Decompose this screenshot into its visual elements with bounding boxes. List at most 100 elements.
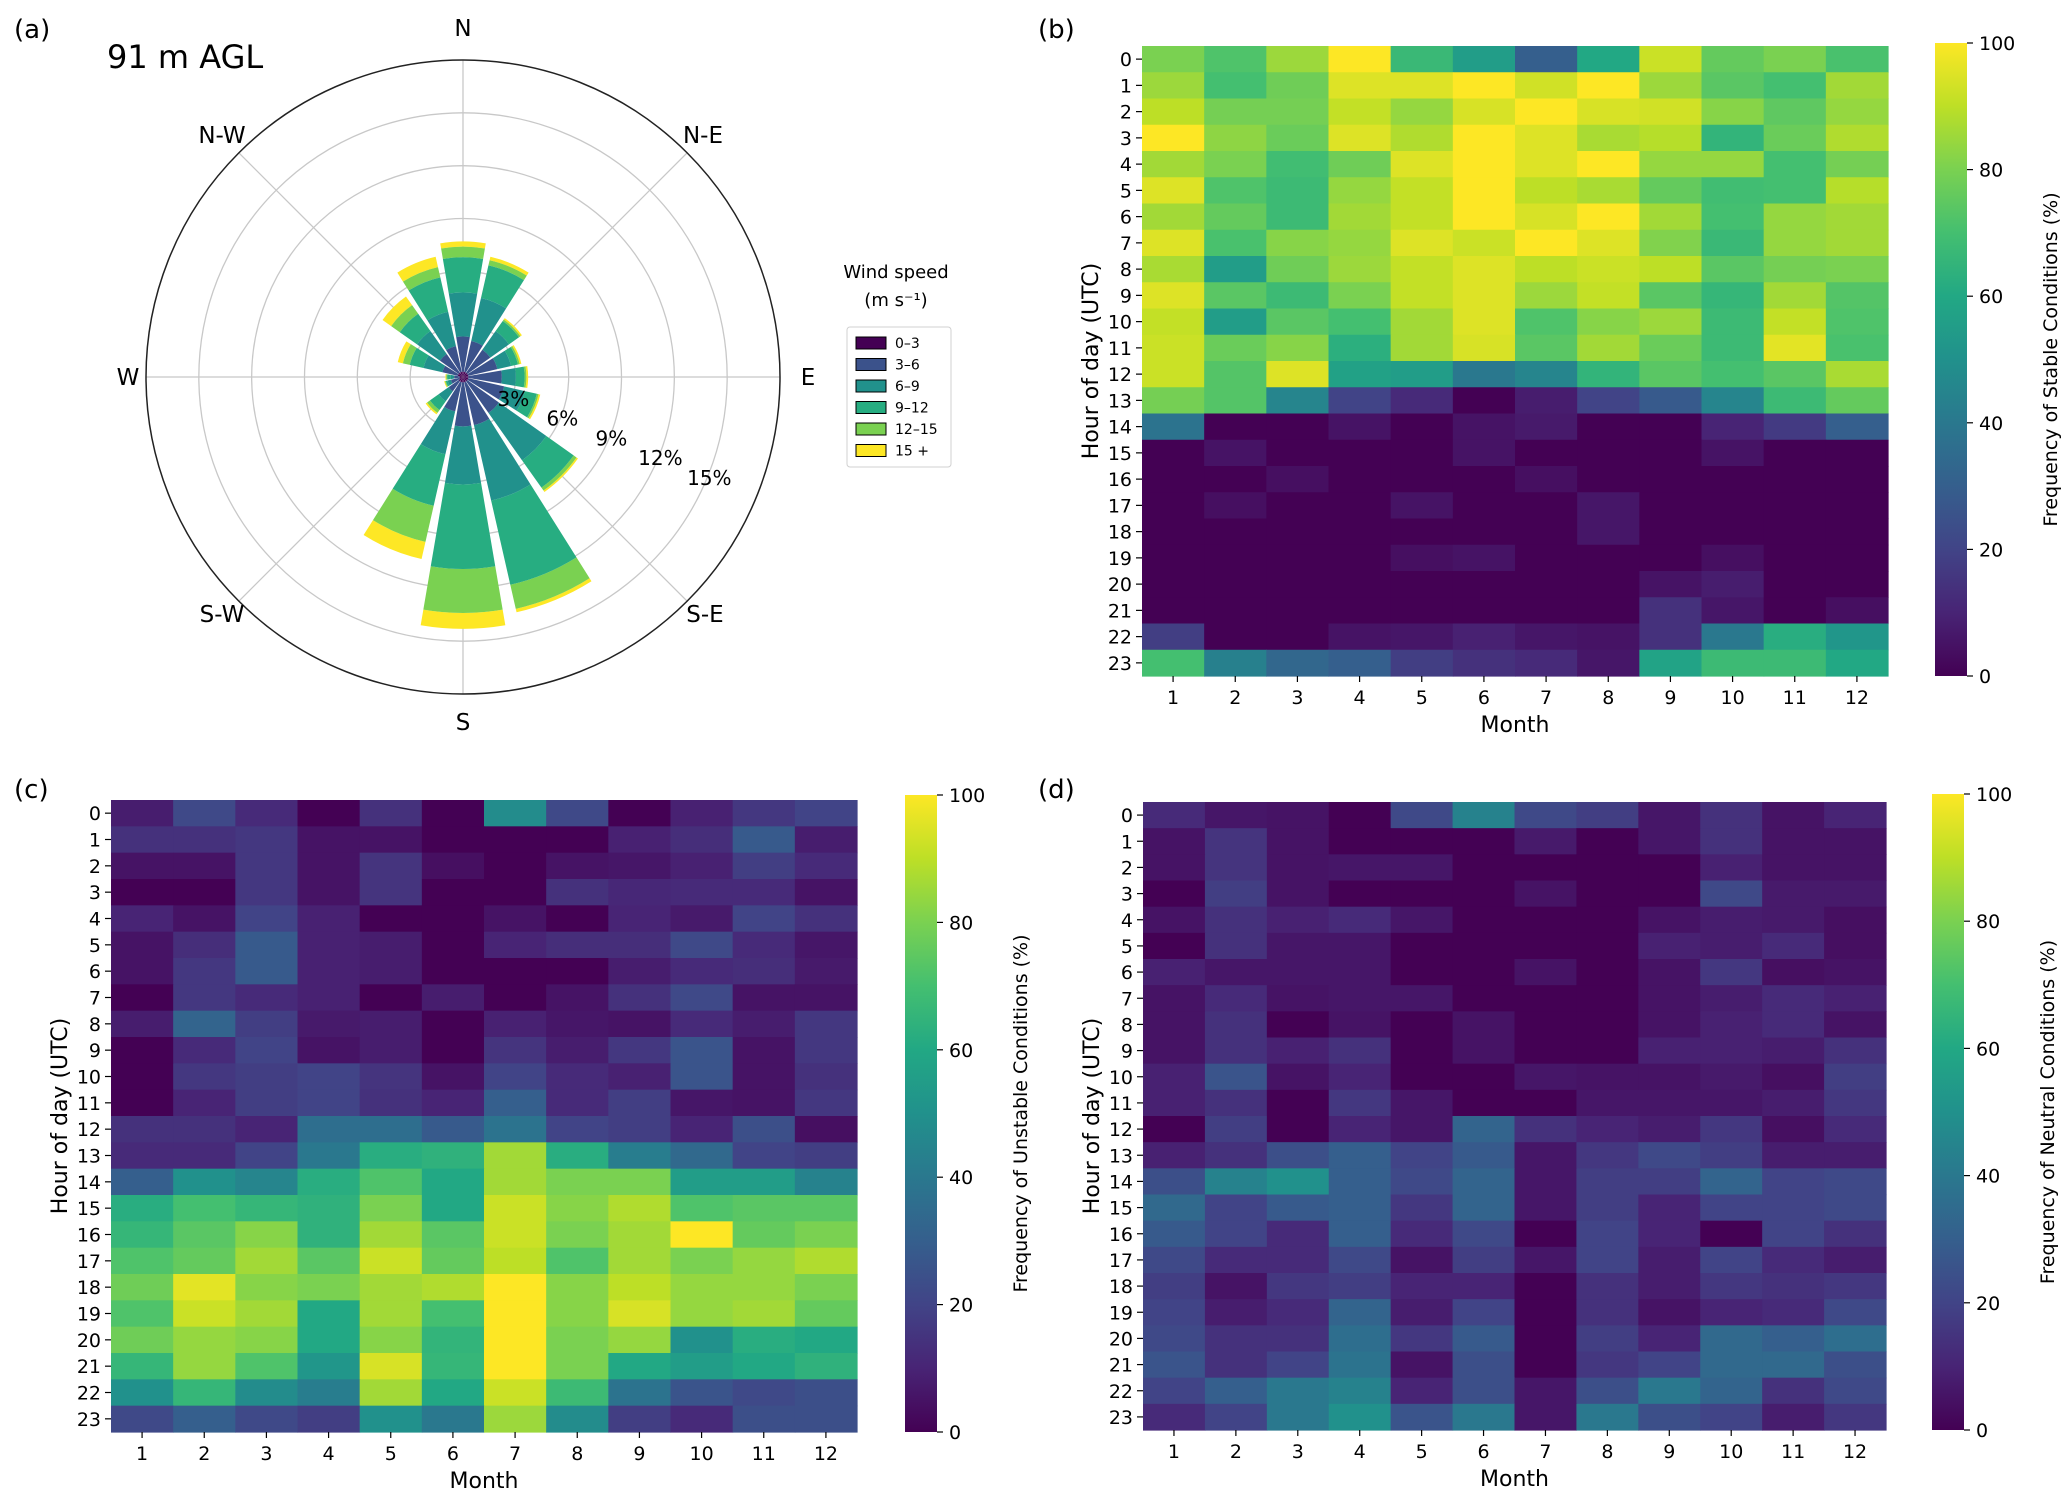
cell-h22-m2 <box>173 1379 236 1407</box>
bar-S-bin-5 <box>420 609 506 629</box>
cell-h4-m1 <box>1143 906 1206 934</box>
cell-h23-m3 <box>235 1405 299 1433</box>
cell-h2-m5 <box>1390 98 1454 126</box>
bar-ENE-bin-2 <box>492 350 512 370</box>
cell-h11-m1 <box>1142 334 1205 362</box>
cell-h16-m5 <box>1390 466 1454 493</box>
direction-label: W <box>117 365 140 391</box>
cell-h5-m8 <box>1576 932 1639 960</box>
cell-h3-m6 <box>1452 124 1516 152</box>
cell-h19-m10 <box>1700 1299 1763 1326</box>
bar-NW-bin-5 <box>382 296 413 327</box>
cell-h13-m10 <box>1701 387 1765 415</box>
x-tick-label: 10 <box>1720 687 1744 709</box>
cell-h10-m3 <box>1266 308 1330 336</box>
bar-SW-bin-4 <box>427 400 440 413</box>
x-tick-label: 3 <box>1292 1441 1304 1463</box>
x-tick-label: 11 <box>1781 1441 1805 1463</box>
cell-h23-m4 <box>297 1405 361 1433</box>
cell-h9-m5 <box>1390 1037 1454 1065</box>
cell-h4-m9 <box>1639 151 1703 178</box>
cell-h19-m2 <box>173 1300 236 1328</box>
y-tick-label: 15 <box>1109 1198 1133 1220</box>
cell-h2-m6 <box>1452 98 1516 126</box>
cell-h8-m5 <box>1390 1011 1454 1039</box>
cell-h13-m1 <box>1143 1142 1206 1169</box>
cell-h23-m6 <box>1452 649 1516 677</box>
cell-h22-m6 <box>1452 623 1516 651</box>
cell-h13-m1 <box>1142 387 1205 415</box>
cell-h12-m7 <box>1514 1116 1578 1143</box>
cell-h1-m11 <box>1763 72 1827 100</box>
bar-NE-bin-2 <box>482 331 509 358</box>
x-tick-label: 8 <box>571 1443 583 1465</box>
cell-h12-m5 <box>359 1116 423 1143</box>
bar-WSW-bin-4 <box>444 380 449 387</box>
cell-h6-m12 <box>794 958 858 985</box>
cell-h17-m7 <box>484 1247 547 1275</box>
cell-h4-m12 <box>1825 151 1889 178</box>
x-tick-label: 2 <box>1229 687 1241 709</box>
cell-h18-m9 <box>608 1274 672 1301</box>
y-tick-label: 18 <box>1109 1276 1133 1298</box>
cell-h12-m2 <box>1204 361 1267 388</box>
cell-h2-m11 <box>1762 854 1825 882</box>
cell-h2-m4 <box>297 852 361 880</box>
cell-h9-m3 <box>235 1037 299 1064</box>
cell-h19-m12 <box>794 1300 858 1328</box>
cell-h22-m8 <box>1576 1377 1639 1405</box>
cell-h17-m8 <box>1577 492 1640 520</box>
bar-NW-bin-2 <box>417 331 447 361</box>
cell-h5-m2 <box>173 931 236 959</box>
cell-h17-m4 <box>297 1247 361 1275</box>
x-tick-label: 2 <box>198 1443 210 1465</box>
cell-h2-m4 <box>1328 98 1392 126</box>
cell-h11-m4 <box>1328 334 1392 362</box>
cell-h5-m3 <box>1266 177 1330 205</box>
cell-h12-m11 <box>732 1116 796 1143</box>
cell-h12-m7 <box>484 1116 547 1143</box>
cell-h15-m8 <box>1577 439 1640 467</box>
cell-h22-m10 <box>670 1379 734 1407</box>
cell-h9-m3 <box>1266 282 1330 310</box>
colorbar-tick-label: 40 <box>949 1167 973 1189</box>
cell-h17-m4 <box>1328 1246 1392 1274</box>
cell-h15-m2 <box>1204 439 1267 467</box>
cell-h3-m11 <box>732 879 796 906</box>
cell-h4-m7 <box>1515 151 1578 178</box>
y-tick-label: 0 <box>1120 49 1132 71</box>
cell-h8-m9 <box>1639 256 1703 283</box>
cell-h5-m6 <box>421 931 485 959</box>
cell-h13-m3 <box>1266 387 1330 415</box>
colorbar-tick-label: 60 <box>1976 1038 2000 1060</box>
cell-h8-m7 <box>1514 1011 1578 1039</box>
cell-h17-m10 <box>1700 1246 1763 1274</box>
cell-h9-m4 <box>1328 282 1392 310</box>
cell-h20-m10 <box>670 1326 734 1354</box>
cell-h15-m4 <box>297 1195 361 1222</box>
cell-h15-m7 <box>484 1195 547 1222</box>
bar-ESE-bin-2 <box>498 386 525 411</box>
wind-rose-labels: N N-E E S-E S S-W W N-W 3% 6% 9% 12%15% <box>117 16 816 736</box>
cell-h3-m8 <box>546 879 609 906</box>
bar-NE-bin-3 <box>495 320 520 345</box>
cell-h21-m8 <box>1577 597 1640 625</box>
cell-h16-m6 <box>1452 466 1516 493</box>
bar-ESE-bin-0 <box>463 377 469 380</box>
cell-h4-m5 <box>359 905 423 933</box>
cell-h23-m8 <box>1576 1403 1639 1431</box>
cell-h9-m6 <box>421 1037 485 1064</box>
cell-h5-m5 <box>359 931 423 959</box>
cell-h19-m3 <box>235 1300 299 1328</box>
cell-h16-m3 <box>235 1221 299 1249</box>
cell-h1-m11 <box>1762 828 1825 855</box>
y-tick-label: 17 <box>1109 1250 1133 1272</box>
cell-h10-m5 <box>1390 308 1454 336</box>
cell-h7-m1 <box>1142 229 1205 257</box>
cell-h2-m2 <box>173 852 236 880</box>
cell-h7-m9 <box>608 984 672 1012</box>
cell-h22-m4 <box>297 1379 361 1407</box>
panel-label-c: (c) <box>14 775 49 805</box>
cell-h13-m7 <box>1514 1142 1578 1169</box>
cell-h18-m3 <box>1266 1273 1330 1300</box>
